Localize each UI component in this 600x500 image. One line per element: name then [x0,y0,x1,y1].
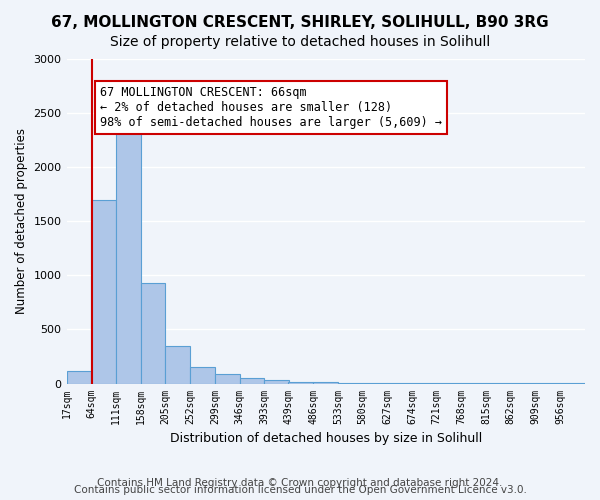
Bar [338,383,362,384]
Y-axis label: Number of detached properties: Number of detached properties [15,128,28,314]
Text: 67 MOLLINGTON CRESCENT: 66sqm
← 2% of detached houses are smaller (128)
98% of s: 67 MOLLINGTON CRESCENT: 66sqm ← 2% of de… [100,86,442,129]
Bar [215,374,239,384]
Bar [313,382,338,384]
Bar [264,380,289,384]
Bar [362,383,387,384]
X-axis label: Distribution of detached houses by size in Solihull: Distribution of detached houses by size … [170,432,482,445]
Bar [140,283,166,384]
Bar [67,370,91,384]
Bar [239,378,264,384]
Text: Contains public sector information licensed under the Open Government Licence v3: Contains public sector information licen… [74,485,526,495]
Text: Size of property relative to detached houses in Solihull: Size of property relative to detached ho… [110,35,490,49]
Bar [166,346,190,384]
Bar [91,200,116,384]
Text: 67, MOLLINGTON CRESCENT, SHIRLEY, SOLIHULL, B90 3RG: 67, MOLLINGTON CRESCENT, SHIRLEY, SOLIHU… [51,15,549,30]
Bar [116,126,140,384]
Bar [289,382,313,384]
Text: Contains HM Land Registry data © Crown copyright and database right 2024.: Contains HM Land Registry data © Crown c… [97,478,503,488]
Bar [190,367,215,384]
